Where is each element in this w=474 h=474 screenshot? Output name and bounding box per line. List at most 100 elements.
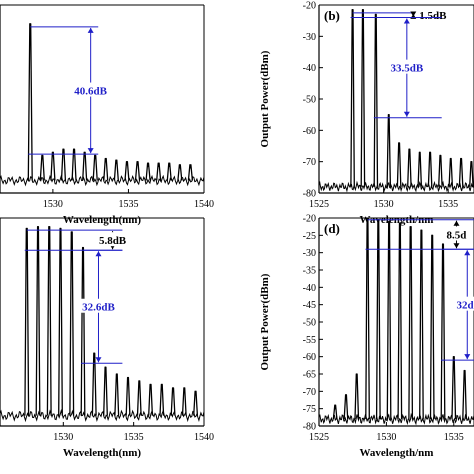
annotation-arrowhead-up [464,250,471,256]
spectrum-peak [177,164,183,181]
spectrum-peak [458,157,464,187]
noise-floor [319,180,474,193]
x-tick-label: 1530 [53,432,73,443]
spectrum-peak [375,219,381,420]
spectrum-peak [429,234,435,420]
spectrum-peak [462,369,467,420]
y-tick-label: -30 [303,248,316,259]
x-tick-label: 1535 [118,199,138,210]
annotation-arrowhead-up [403,18,410,24]
spectrum-peak [187,164,194,181]
x-tick-label: 1525 [309,199,329,210]
spectrum-peak [170,387,176,416]
x-tick-label: 1530 [376,432,396,443]
spectrum-peak [39,154,45,181]
spectrum-trace [319,9,474,193]
spectrum-peak [386,114,392,187]
spectrum-trace [0,23,204,187]
y-tick-label: -30 [303,32,316,43]
y-tick-label: -65 [303,370,316,381]
y-tick-label: -25 [303,231,316,242]
y-tick-label: -20 [303,214,316,225]
chart-panel-2: 152515301535-80-70-60-50-40-30-20Wavelen… [259,1,474,226]
annotation-arrowhead-down [403,111,410,117]
x-tick-label: 1530 [43,199,63,210]
y-tick-label: -70 [303,387,316,398]
annotation-label-bg [69,82,113,97]
y-tick-label: -55 [303,335,316,346]
annotation-arrowhead-down [453,243,460,249]
spectrum-peak [181,387,187,416]
spectrum-peak [124,161,130,181]
annotation-label: 5.8dB [99,235,127,247]
spectrum-peak [136,380,142,416]
chart-panel-1: 1530 1535 1540 Wavelength(nm) 40.6dB [0,4,214,226]
annotation-arrowhead-down [95,357,102,363]
spectrum-peak [373,13,379,187]
spectrum-peak [408,226,414,420]
noise-floor [0,174,204,187]
x-axis-title: Wavelength(nm) [63,447,142,459]
spectrum-peak [451,356,457,420]
spectrum-peak [438,154,443,187]
spectrum-peak [58,227,63,416]
spectrum-peak [365,218,370,420]
spectrum-peak [332,404,338,420]
spectrum-peak [91,352,97,416]
x-tick-label: 1525 [309,432,329,443]
annotation-label-bg [441,226,472,241]
spectrum-peak [440,243,446,420]
spectrum-trace [0,226,204,423]
y-tick-label: -50 [303,318,316,329]
y-tick-label: -50 [303,95,316,106]
spectrum-peak [35,226,41,416]
y-tick-label: -20 [303,1,316,12]
y-tick-label: -40 [303,283,316,294]
annotation-label-bg [385,59,429,74]
annotation-arrowhead-down [410,11,417,17]
annotation-label: 32.6dB [82,302,115,314]
annotation-arrowhead-up [453,220,460,226]
y-tick-label: -80 [303,189,316,200]
spectrum-peak [407,148,412,187]
spectrum-peak [69,231,75,416]
annotation-label: 8.5d [447,229,467,241]
spectrum-trace [319,218,474,426]
annotation-arrowhead-up [95,251,102,257]
y-tick-label: -60 [303,126,316,137]
y-tick-label: -70 [303,157,316,168]
x-tick-label: 1540 [194,199,214,210]
annotation-label: 1.5dB [419,10,447,22]
annotation-label: 32dI [457,300,474,312]
spectrum-peak [92,154,98,181]
y-tick-label: -40 [303,63,316,74]
spectrum-peak [354,373,360,420]
spectrum-peak [350,9,355,187]
annotation-label-bg [94,232,131,247]
spectrum-peak [103,157,109,181]
annotation-arrowhead-down [464,354,471,360]
noise-floor [319,412,474,426]
spectrum-peak [103,366,108,416]
spectrum-peak [417,151,423,187]
chart-panel-3: 1530 1535 1540 Wavelength(nm) 5.8dB 32.6dB [0,217,214,459]
spectrum-peak [27,23,33,181]
x-axis-title: Wavelength(nm) [63,214,142,226]
annotation-arrowhead-up [87,27,94,33]
annotation-label: 40.6dB [74,86,107,98]
spectrum-peak [396,142,402,187]
spectrum-peak [134,161,141,181]
x-tick-label: 1535 [124,432,144,443]
chart-panel-4: 1525 1530 1535 -80 -75 -70 -65 -60 -55 -50 -45 -40 -… [259,214,474,459]
y-tick-label: -35 [303,266,316,277]
spectrum-peak [156,162,162,181]
annotation-label-bg [452,296,474,311]
spectrum-peak [397,222,403,420]
spectrum-peak [82,151,88,181]
y-axis-title: Output Power(dBm) [259,273,271,370]
y-axis-title: Output Power(dBm) [259,50,271,147]
x-axis-title: Wavelength/nm [360,447,434,459]
spectrum-peak [71,148,77,181]
spectrum-peak [60,148,67,181]
spectrum-peak [24,227,30,416]
